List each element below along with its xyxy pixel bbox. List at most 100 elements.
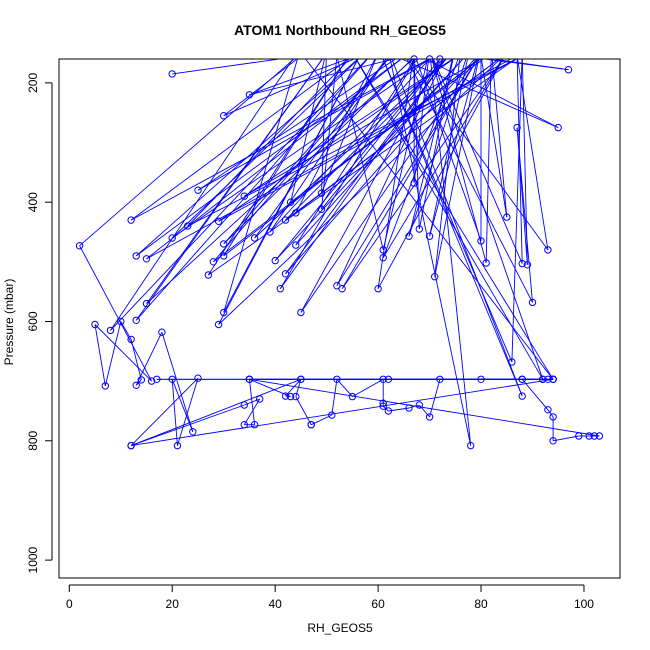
series-segment xyxy=(517,59,549,250)
data-point xyxy=(286,392,295,401)
y-tick-label: 800 xyxy=(26,430,40,450)
data-point xyxy=(333,375,341,383)
series-segment xyxy=(413,59,420,230)
data-point xyxy=(214,217,223,226)
series-segment xyxy=(382,59,523,397)
data-point xyxy=(379,399,387,407)
series-segment xyxy=(432,59,544,380)
series-segment xyxy=(130,377,199,446)
series-segment xyxy=(79,59,295,247)
series-segment xyxy=(511,59,523,363)
data-point xyxy=(544,406,552,414)
series-segment xyxy=(197,59,397,191)
data-point xyxy=(168,375,176,383)
data-point xyxy=(184,222,192,230)
data-point xyxy=(137,376,146,384)
data-point xyxy=(544,375,552,383)
data-point xyxy=(575,432,583,440)
data-point xyxy=(503,213,511,221)
series-segment xyxy=(336,59,445,286)
series-segment xyxy=(171,379,178,446)
data-point xyxy=(142,255,151,263)
series-segment xyxy=(274,59,464,261)
data-point xyxy=(91,320,99,329)
data-point xyxy=(281,392,290,400)
data-point xyxy=(276,285,284,293)
series-segment xyxy=(300,59,477,313)
series-segment xyxy=(408,59,467,237)
data-point xyxy=(132,316,140,324)
data-point xyxy=(220,240,228,248)
series-segment xyxy=(377,59,414,289)
series-segment xyxy=(249,59,396,96)
data-point xyxy=(549,437,557,445)
data-point xyxy=(297,308,305,317)
y-tick-label: 600 xyxy=(26,311,40,331)
series-segment xyxy=(295,396,312,425)
series-segment xyxy=(243,398,261,425)
series-segment xyxy=(429,59,479,237)
data-point xyxy=(425,413,434,421)
data-point xyxy=(379,254,387,262)
series-segment xyxy=(295,59,416,246)
series-segment xyxy=(279,59,447,289)
series-segment xyxy=(336,59,478,286)
data-point xyxy=(539,375,547,383)
data-point xyxy=(595,432,604,440)
data-point xyxy=(348,392,357,401)
series-segment xyxy=(249,59,349,96)
data-point xyxy=(240,401,249,409)
data-point xyxy=(240,421,249,429)
data-point xyxy=(292,392,300,401)
data-point xyxy=(168,234,176,242)
data-point xyxy=(585,432,593,440)
data-point xyxy=(523,261,532,269)
data-point xyxy=(220,308,228,317)
series-segment xyxy=(248,379,256,425)
data-point xyxy=(147,377,156,385)
data-point xyxy=(189,428,197,436)
data-point xyxy=(220,252,228,260)
series-segment xyxy=(521,59,528,265)
data-point xyxy=(431,273,439,281)
data-point xyxy=(477,237,485,245)
data-point xyxy=(245,91,254,99)
series-segment xyxy=(382,59,459,258)
data-point xyxy=(127,335,135,344)
data-point xyxy=(75,242,84,250)
data-point xyxy=(220,112,228,120)
series-segment xyxy=(481,59,569,71)
data-point xyxy=(410,55,418,63)
series-segment xyxy=(336,378,353,397)
data-point xyxy=(518,392,526,400)
series-segment xyxy=(408,59,453,237)
data-point xyxy=(333,282,341,290)
series-segment xyxy=(218,59,359,325)
data-point xyxy=(328,411,336,419)
series-segment xyxy=(431,59,487,264)
series-segment xyxy=(187,59,518,227)
data-point xyxy=(281,270,290,278)
data-point xyxy=(436,55,444,63)
series-points xyxy=(75,55,604,450)
series-segment xyxy=(279,59,417,289)
series-segment xyxy=(355,59,554,380)
series-segment xyxy=(135,59,369,321)
data-point xyxy=(142,299,151,308)
series-segment xyxy=(391,59,523,397)
x-tick-label: 80 xyxy=(474,597,488,611)
series-segment xyxy=(130,404,245,447)
y-tick-label: 1000 xyxy=(26,546,40,573)
series-segment xyxy=(321,59,327,194)
series-segment xyxy=(146,59,414,304)
series-segment xyxy=(304,59,554,380)
data-point xyxy=(590,432,598,440)
series-segment xyxy=(321,59,338,210)
plot-frame xyxy=(58,58,621,579)
plot-area xyxy=(58,55,621,579)
data-point xyxy=(214,320,223,329)
data-point xyxy=(127,216,135,224)
series-segment xyxy=(223,59,413,245)
data-point xyxy=(549,375,557,383)
data-point xyxy=(405,404,413,412)
